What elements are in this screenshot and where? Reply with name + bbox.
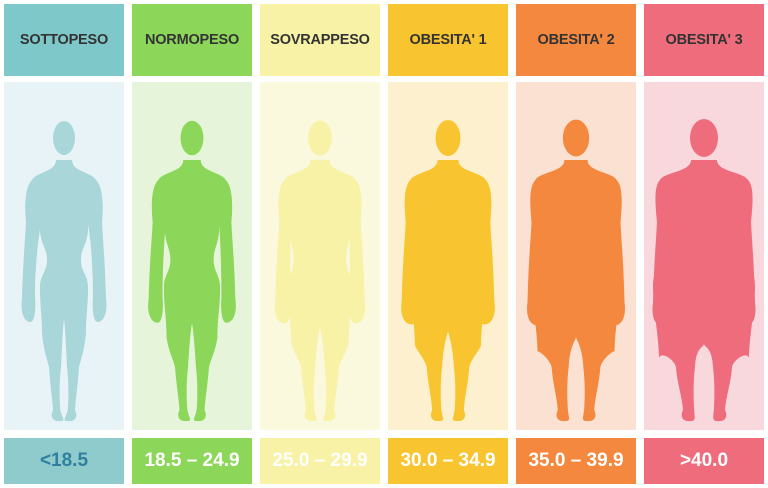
category-header: SOTTOPESO [4, 4, 124, 76]
figure-head [180, 120, 204, 156]
category-header: SOVRAPPESO [260, 4, 380, 76]
category-sottopeso: SOTTOPESO <18.5 [0, 0, 128, 488]
figure-panel [260, 82, 380, 430]
category-header: OBESITA' 1 [388, 4, 508, 76]
figure-body [148, 160, 236, 422]
body-figure [21, 121, 107, 422]
figure-panel [516, 82, 636, 430]
figure-panel [4, 82, 124, 430]
body-silhouette-icon [260, 82, 380, 430]
figure-panel [132, 82, 252, 430]
figure-body [21, 160, 107, 422]
body-silhouette-icon [388, 82, 508, 430]
bmi-range: 35.0 – 39.9 [516, 438, 636, 484]
body-silhouette-icon [4, 82, 124, 430]
body-figure [274, 120, 366, 422]
body-figure [527, 119, 625, 422]
figure-head [53, 121, 75, 155]
body-figure [401, 120, 495, 422]
figure-head [690, 119, 718, 157]
body-figure [148, 120, 236, 422]
body-silhouette-icon [516, 82, 636, 430]
category-sovrappeso: SOVRAPPESO 25.0 – 29.9 [256, 0, 384, 488]
bmi-range: 25.0 – 29.9 [260, 438, 380, 484]
bmi-range: >40.0 [644, 438, 764, 484]
category-normopeso: NORMOPESO 18.5 – 24.9 [128, 0, 256, 488]
figure-head [435, 120, 461, 156]
bmi-range: 18.5 – 24.9 [132, 438, 252, 484]
category-header: OBESITA' 3 [644, 4, 764, 76]
figure-body [274, 160, 366, 422]
figure-body [652, 160, 756, 422]
body-silhouette-icon [644, 82, 764, 430]
category-header: OBESITA' 2 [516, 4, 636, 76]
category-header: NORMOPESO [132, 4, 252, 76]
body-silhouette-icon [132, 82, 252, 430]
figure-head [308, 120, 332, 156]
figure-head [562, 119, 590, 157]
bmi-range: <18.5 [4, 438, 124, 484]
body-figure [652, 119, 756, 422]
category-obesita-3: OBESITA' 3 >40.0 [640, 0, 768, 488]
category-obesita-2: OBESITA' 2 35.0 – 39.9 [512, 0, 640, 488]
figure-body [527, 160, 625, 422]
figure-panel [388, 82, 508, 430]
bmi-range: 30.0 – 34.9 [388, 438, 508, 484]
category-obesita-1: OBESITA' 1 30.0 – 34.9 [384, 0, 512, 488]
figure-panel [644, 82, 764, 430]
figure-body [401, 160, 495, 422]
